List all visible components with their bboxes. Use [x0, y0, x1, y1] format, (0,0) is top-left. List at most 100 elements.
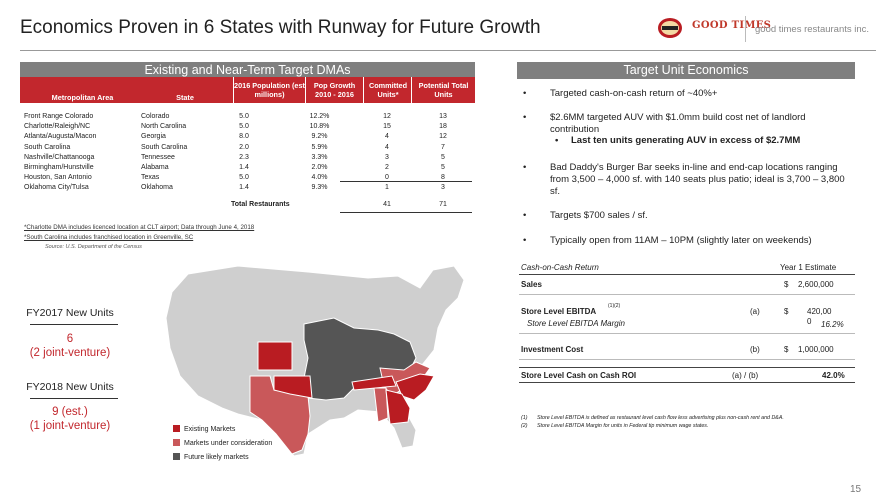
map-consideration-alabama: [373, 387, 389, 423]
map-existing-oklahoma: [273, 375, 313, 399]
us-markets-map: [165, 265, 465, 457]
coc-sales-label: Sales: [521, 280, 542, 289]
cell-population: 5.0: [239, 113, 249, 120]
coc-investment-currency: $: [784, 345, 789, 354]
cell-area: Charlotte/Raleigh/NC: [24, 123, 91, 131]
total-committed: 41: [383, 201, 391, 208]
fy2017-jv: (2 joint-venture): [29, 347, 111, 359]
coc-ebitda-label: Store Level EBITDA: [521, 307, 597, 316]
cell-committed: 15: [383, 123, 391, 131]
table-row: Birmingham/Hunstville Alabama 1.4 2.0% 2 5: [24, 164, 474, 175]
total-rule-top: [340, 181, 472, 182]
cell-population: 1.4: [239, 184, 249, 192]
cell-potential: 3: [441, 184, 445, 192]
coc-ebitda-ref: (a): [750, 307, 760, 316]
cell-area: Houston, San Antonio: [24, 174, 92, 182]
coc-ebitda-currency: $: [784, 307, 789, 316]
cell-population: 8.0: [239, 133, 249, 141]
fy2018-units: 9 (est.): [52, 406, 88, 418]
bullet-locations: Bad Daddy's Burger Bar seeks in-line and…: [523, 162, 853, 198]
coc-note2-num: (2): [521, 423, 528, 429]
legend-swatch-future: [173, 453, 180, 460]
table-row: Charlotte/Raleigh/NC North Carolina 5.0 10.…: [24, 123, 474, 134]
cell-committed: 4: [385, 143, 389, 151]
company-name: good times restaurants inc.: [755, 24, 870, 35]
coc-rule-3: [519, 359, 855, 360]
coc-ebitda-sup: (1)(2): [608, 303, 621, 309]
cell-state: South Carolina: [141, 143, 188, 151]
cell-population: 5.0: [239, 123, 249, 131]
col-header-committed: Committed Units*: [368, 81, 408, 99]
cell-state: Texas: [141, 174, 160, 182]
coc-rule-1: [519, 294, 855, 295]
fy2017-units: 6: [66, 333, 74, 345]
cell-population: 2.0: [239, 143, 249, 151]
col-header-growth: Pop Growth 2010 - 2016: [313, 81, 356, 99]
bad-daddys-logo: [658, 18, 682, 38]
coc-ebitda-value-1: 420,00: [807, 307, 832, 316]
page-title: Economics Proven in 6 States with Runway…: [20, 17, 541, 38]
title-divider: [20, 50, 876, 51]
fy2018-rule: [30, 398, 118, 399]
coc-margin-value: 16.2%: [821, 320, 844, 329]
source-note: Source: U.S. Department of the Census: [45, 244, 142, 250]
total-row: Total Restaurants 41 71: [24, 201, 474, 212]
cell-growth: 4.0%: [311, 174, 328, 182]
coc-roi-rule-top: [519, 367, 855, 368]
cell-growth: 12.2%: [309, 113, 330, 120]
map-existing-georgia: [385, 389, 411, 425]
coc-sales-currency: $: [784, 280, 789, 289]
coc-note1-num: (1): [521, 415, 528, 421]
cell-state: Colorado: [141, 113, 170, 120]
cell-population: 2.3: [239, 153, 249, 161]
logo-divider: [745, 16, 746, 42]
coc-margin-label: Store Level EBITDA Margin: [527, 319, 625, 328]
cell-committed: 2: [385, 164, 389, 171]
table-row: Nashville/Chattanooga Tennessee 2.3 3.3% 3 5: [24, 154, 474, 165]
coc-roi-value: 42.0%: [822, 371, 845, 380]
cell-growth: 9.2%: [311, 133, 328, 141]
map-existing-colorado: [257, 341, 293, 371]
cell-area: Birmingham/Hunstville: [24, 164, 94, 171]
total-potential: 71: [439, 201, 447, 208]
coc-investment-label: Investment Cost: [521, 345, 584, 354]
coc-investment-ref: (b): [750, 345, 760, 354]
legend-swatch-existing: [173, 425, 180, 432]
cell-committed: 12: [383, 113, 391, 120]
cell-area: Front Range Colorado: [24, 113, 94, 120]
col-header-area: Metropolitan Area: [51, 93, 114, 102]
legend-existing: Existing Markets: [173, 425, 235, 433]
cell-growth: 3.3%: [311, 153, 328, 161]
cell-area: Oklahoma City/Tulsa: [24, 184, 89, 192]
footnote-charlotte: *Charlotte DMA includes licenced locatio…: [24, 224, 255, 231]
bullet-auv-sub: Last ten units generating AUV in excess …: [555, 135, 800, 146]
bullet-auv: $2.6MM targeted AUV with $1.0mm build co…: [523, 112, 853, 136]
coc-ebitda-value-2: 0: [807, 317, 812, 326]
legend-swatch-consideration: [173, 439, 180, 446]
table-row: Front Range Colorado Colorado 5.0 12.2% 12 13: [24, 113, 474, 124]
cell-population: 5.0: [239, 174, 249, 182]
col-header-state: State: [176, 93, 194, 102]
good-times-logo: GOOD TIMES: [692, 20, 772, 31]
bullet-sales-sf: Targets $700 sales / sf.: [523, 210, 853, 222]
col-header-population: 2016 Population (est millions): [234, 81, 305, 99]
coc-col-header: Year 1 Estimate: [780, 263, 837, 272]
table-row: Atlanta/Augusta/Macon Georgia 8.0 9.2% 4 12: [24, 133, 474, 144]
bullet-hours: Typically open from 11AM – 10PM (slightl…: [523, 235, 853, 247]
coc-roi-ref: (a) / (b): [732, 371, 759, 380]
cell-state: Oklahoma: [141, 184, 173, 192]
cell-potential: 13: [439, 113, 447, 120]
coc-roi-label: Store Level Cash on Cash ROI: [521, 371, 637, 380]
cell-growth: 10.8%: [309, 123, 330, 131]
page-number: 15: [850, 484, 862, 495]
cell-potential: 12: [439, 133, 447, 141]
dma-section-header: Existing and Near-Term Target DMAs: [20, 62, 475, 79]
cell-potential: 8: [441, 174, 445, 182]
total-rule-bottom: [340, 212, 472, 213]
dma-table-header: Metropolitan Area State 2016 Population …: [20, 77, 475, 103]
cell-committed: 4: [385, 133, 389, 141]
cell-area: South Carolina: [24, 143, 71, 151]
coc-sales-value: 2,600,000: [798, 280, 834, 289]
legend-consideration: Markets under consideration: [173, 439, 272, 447]
cell-potential: 7: [441, 143, 445, 151]
